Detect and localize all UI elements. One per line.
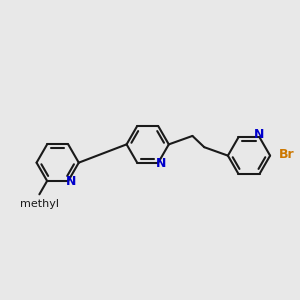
Text: methyl: methyl xyxy=(20,199,59,208)
Text: Br: Br xyxy=(279,148,295,161)
Text: N: N xyxy=(254,128,265,141)
Text: N: N xyxy=(156,157,166,170)
Text: N: N xyxy=(66,175,76,188)
